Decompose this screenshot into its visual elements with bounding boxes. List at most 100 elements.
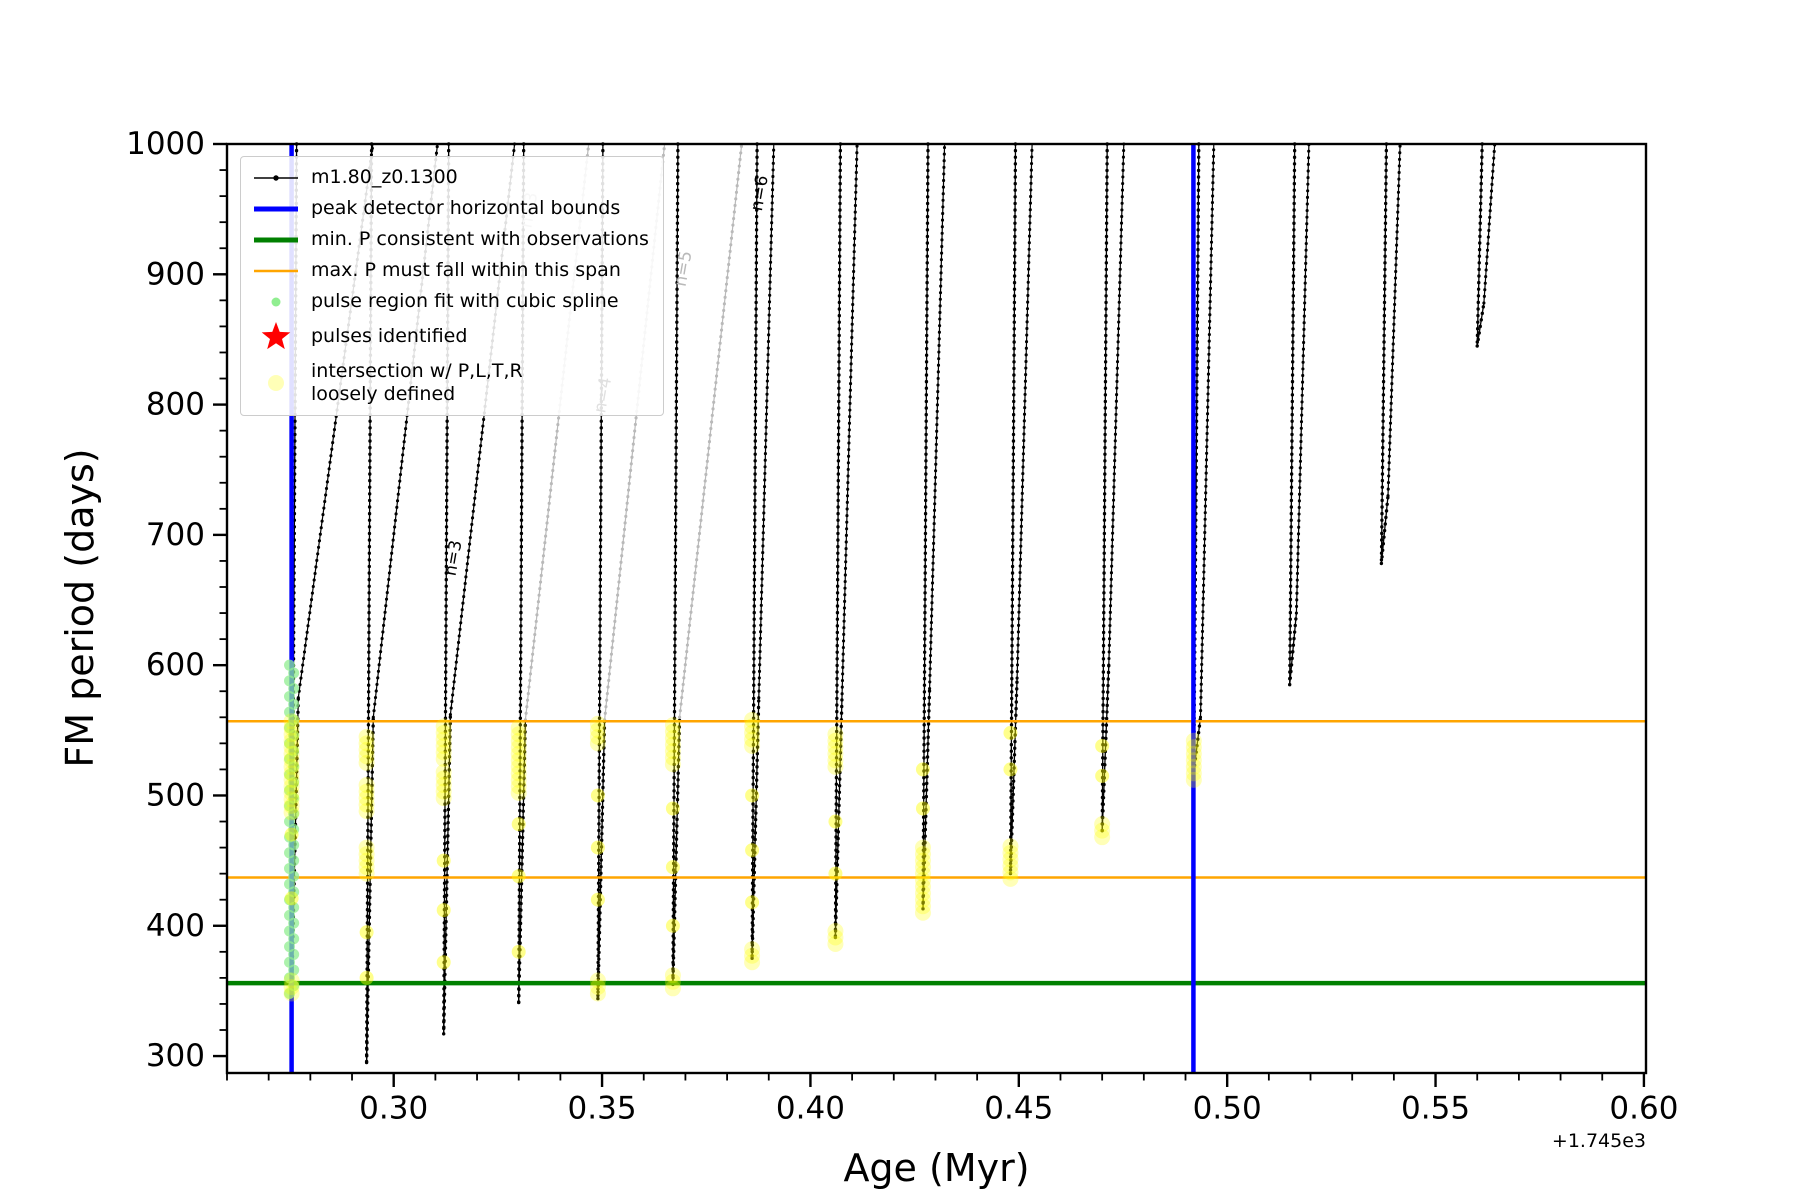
intersection-dot bbox=[510, 778, 527, 795]
pulse-track-recovery-10-markers bbox=[1008, 676, 1019, 876]
intersection-dot bbox=[283, 752, 300, 769]
y-tick-label: 300 bbox=[146, 1038, 205, 1074]
pulse-track-descent-4-markers bbox=[517, 142, 526, 1005]
intersection-dot bbox=[358, 783, 375, 800]
intersection-dot bbox=[827, 726, 844, 743]
y-tick-label: 400 bbox=[146, 908, 205, 944]
intersection-dot bbox=[435, 744, 452, 761]
intersection-dot bbox=[358, 796, 375, 813]
intersection-dot bbox=[283, 804, 300, 821]
intersection-dot bbox=[435, 783, 452, 800]
intersection-dot bbox=[664, 967, 681, 984]
intersection-dot bbox=[827, 732, 844, 749]
pulse-track-recovery-4-markers bbox=[517, 718, 528, 1005]
intersection-dot bbox=[827, 758, 844, 775]
pulse-track-rise-13-markers bbox=[1294, 142, 1311, 615]
intersection-dot bbox=[283, 713, 300, 730]
intersection-dot bbox=[827, 752, 844, 769]
intersection-dot bbox=[827, 745, 844, 762]
pulse-track-recovery-9-markers bbox=[921, 686, 932, 911]
intersection-dot bbox=[589, 722, 606, 739]
max-span-line-icon bbox=[251, 261, 301, 281]
legend-item-pulses: pulses identified bbox=[251, 321, 649, 353]
intersection-dot bbox=[358, 859, 375, 876]
intersection-dot bbox=[283, 719, 300, 736]
pulse-track-recovery-5-markers bbox=[596, 718, 607, 1001]
intersection-dot bbox=[435, 731, 452, 748]
y-tick-label: 700 bbox=[146, 517, 205, 553]
spline-fit-dot bbox=[284, 659, 296, 671]
intersection-dot bbox=[435, 770, 452, 787]
pulse-star-icon bbox=[251, 321, 301, 353]
intersection-dot bbox=[510, 739, 527, 756]
intersection-dot bbox=[589, 972, 606, 989]
intersection-dot bbox=[745, 895, 760, 910]
intersection-dot bbox=[510, 719, 527, 736]
intersection-dot bbox=[744, 724, 761, 741]
intersection-dot bbox=[1003, 725, 1018, 740]
intersection-dot bbox=[283, 726, 300, 743]
intersection-dot bbox=[664, 743, 681, 760]
pulse-track-descent-13-markers bbox=[1288, 142, 1297, 687]
legend-label: max. P must fall within this span bbox=[311, 259, 621, 282]
pulse-track-recovery-13-markers bbox=[1288, 611, 1299, 687]
intersection-dot bbox=[1095, 768, 1110, 783]
intersection-dot bbox=[283, 985, 300, 1002]
pulse-track-rise-12 bbox=[1199, 143, 1215, 718]
intersection-dot bbox=[664, 723, 681, 740]
intersection-dot bbox=[827, 936, 844, 953]
intersection-dot bbox=[510, 726, 527, 743]
legend-item-max-span: max. P must fall within this span bbox=[251, 259, 649, 283]
intersection-dot bbox=[744, 941, 761, 958]
x-tick-label: 0.50 bbox=[1193, 1090, 1262, 1126]
pulse-track-recovery-12-markers bbox=[1192, 715, 1203, 774]
intersection-dot bbox=[665, 801, 680, 816]
intersection-dot bbox=[665, 860, 680, 875]
intersection-dot bbox=[358, 777, 375, 794]
pulse-track-rise-14-markers bbox=[1386, 142, 1402, 498]
intersection-dot bbox=[1002, 851, 1019, 868]
legend-label: pulse region fit with cubic spline bbox=[311, 290, 619, 313]
intersection-dot bbox=[358, 754, 375, 771]
intersection-dot bbox=[1002, 838, 1019, 855]
pulse-track-recovery-3-markers bbox=[442, 713, 453, 1036]
intersection-dot bbox=[510, 784, 527, 801]
intersection-dot bbox=[744, 711, 761, 728]
intersection-dot bbox=[745, 843, 760, 858]
intersection-dot bbox=[283, 791, 300, 808]
axes-spines bbox=[225, 142, 1648, 1075]
pulse-track-descent-12-markers bbox=[1192, 142, 1201, 774]
intersection-dot bbox=[510, 752, 527, 769]
intersection-dot bbox=[664, 749, 681, 766]
intersection-dot bbox=[1185, 745, 1202, 762]
intersection-dot bbox=[1002, 844, 1019, 861]
intersection-dot bbox=[664, 973, 681, 990]
legend-label: pulses identified bbox=[311, 325, 468, 348]
legend-label: peak detector horizontal bounds bbox=[311, 197, 621, 220]
intersection-dot bbox=[359, 970, 374, 985]
intersection-dot bbox=[1185, 739, 1202, 756]
intersection-dot bbox=[915, 762, 930, 777]
legend-item-min-period: min. P consistent with observations bbox=[251, 228, 649, 252]
pulse-track-descent-9-markers bbox=[921, 142, 930, 911]
pulse-track-descent-8-markers bbox=[833, 142, 843, 940]
intersection-dot bbox=[828, 866, 843, 881]
pulse-track-recovery-11-markers bbox=[1100, 663, 1111, 833]
intersection-dot bbox=[744, 954, 761, 971]
intersection-dot bbox=[283, 784, 300, 801]
pulse-track-recovery-8-markers bbox=[833, 692, 844, 940]
intersection-dot bbox=[435, 718, 452, 735]
intersection-dot bbox=[914, 891, 931, 908]
intersection-dot bbox=[589, 735, 606, 752]
intersection-dot bbox=[358, 790, 375, 807]
intersection-dot bbox=[664, 736, 681, 753]
x-tick-label: 0.35 bbox=[568, 1090, 637, 1126]
intersection-dot bbox=[827, 922, 844, 939]
intersection-dot bbox=[1002, 870, 1019, 887]
y-tick-label: 800 bbox=[146, 387, 205, 423]
intersection-dot bbox=[914, 852, 931, 869]
intersection-dot bbox=[358, 839, 375, 856]
intersection-dot bbox=[664, 980, 681, 997]
intersection-dot bbox=[283, 771, 300, 788]
